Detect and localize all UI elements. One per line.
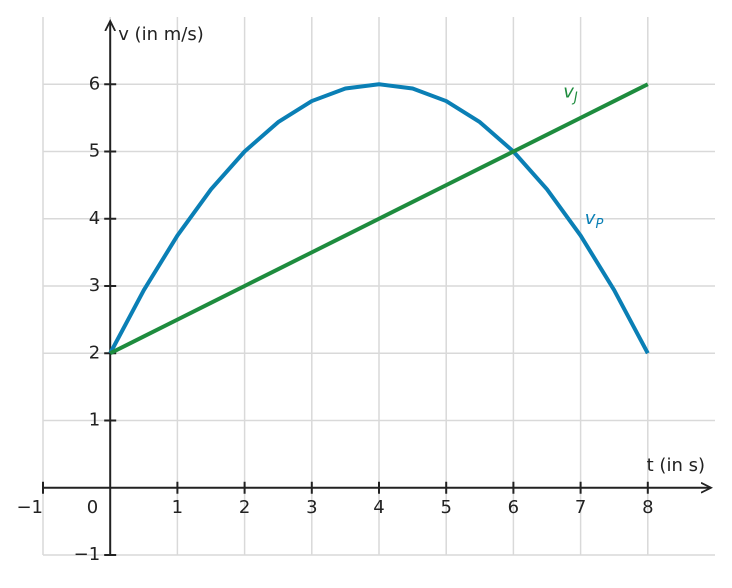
x-axis-label: t (in s) (647, 455, 705, 476)
y-tick-label: 3 (89, 275, 100, 296)
y-tick-label: 4 (89, 208, 100, 229)
series-subscript: P (595, 216, 603, 231)
series-label: vP (585, 208, 604, 232)
x-tick-label: 2 (239, 497, 250, 518)
x-tick-label: 5 (440, 497, 451, 518)
series-label: vJ (563, 81, 578, 105)
x-tick-label: 8 (642, 497, 653, 518)
y-tick-label: 5 (89, 141, 100, 162)
series-line (108, 82, 650, 355)
x-tick-label: 1 (172, 497, 183, 518)
x-tick-label: 6 (508, 497, 519, 518)
y-tick-label: 1 (89, 410, 100, 431)
origin-label: 0 (87, 497, 98, 518)
series-line (109, 82, 649, 356)
series-subscript: J (571, 90, 578, 105)
series-name: v (585, 208, 596, 229)
y-tick-label: −1 (74, 544, 101, 565)
series-name: v (563, 81, 574, 102)
y-tick-label: 6 (89, 73, 100, 94)
y-tick-label: 2 (89, 342, 100, 363)
x-tick-label: 7 (575, 497, 586, 518)
x-tick-label: 3 (306, 497, 317, 518)
x-tick-label: −1 (16, 497, 43, 518)
x-tick-label: 4 (373, 497, 384, 518)
y-axis-label: v (in m/s) (118, 24, 204, 45)
